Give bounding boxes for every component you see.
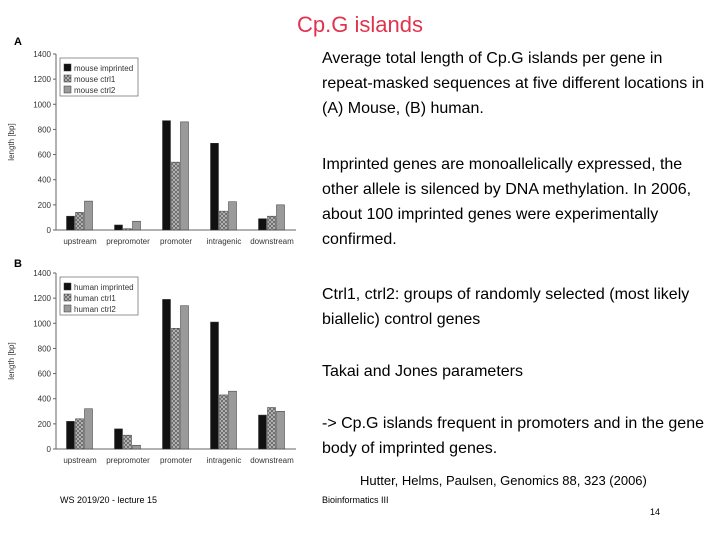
- bar-imprinted: [66, 215, 75, 231]
- text-takai-jones: Takai and Jones parameters: [322, 363, 523, 380]
- legend-label: mouse ctrl2: [74, 86, 116, 95]
- footer-course: Bioinformatics III: [322, 495, 389, 505]
- y-tick-label: 0: [47, 445, 52, 454]
- footer-lecture: WS 2019/20 - lecture 15: [60, 495, 158, 505]
- bar-imprinted: [114, 428, 123, 450]
- bar-imprinted: [114, 224, 123, 231]
- mouse-cpg-bar-chart: length [bp] 0 200 400 600 800 1000 1200 1400 upst…: [7, 50, 296, 246]
- y-tick-label: 800: [38, 125, 52, 134]
- y-tick-label: 400: [38, 176, 52, 185]
- text-conclusion: -> Cp.G islands frequent in promoters an…: [322, 415, 704, 457]
- legend-swatch: [63, 304, 72, 313]
- x-category-label: upstream: [63, 237, 97, 246]
- bar-imprinted: [162, 299, 171, 450]
- y-tick-label: 200: [38, 201, 52, 210]
- x-category-label: intragenic: [207, 456, 242, 465]
- bar-ctrl1: [171, 161, 180, 231]
- bar-ctrl1: [75, 212, 84, 231]
- y-tick-label: 1000: [33, 100, 51, 109]
- human-cpg-bar-chart: length [bp] 0 200 400 600 800 1000 1200 1400 upst…: [7, 269, 296, 465]
- panel-label-b: B: [14, 258, 22, 270]
- y-tick-label: 400: [38, 395, 52, 404]
- panel-label-a: A: [14, 36, 22, 48]
- bar-ctrl1: [219, 394, 228, 450]
- bar-ctrl2: [132, 220, 141, 231]
- y-tick-label: 200: [38, 420, 52, 429]
- y-axis-label: length [bp]: [7, 123, 16, 160]
- y-tick-label: 600: [38, 151, 52, 160]
- x-category-label: promoter: [160, 456, 192, 465]
- citation: Hutter, Helms, Paulsen, Genomics 88, 323…: [360, 473, 647, 488]
- y-tick-label: 800: [38, 344, 52, 353]
- legend-label: human imprinted: [74, 283, 134, 292]
- y-axis-label: length [bp]: [7, 342, 16, 379]
- text-control-genes: Ctrl1, ctrl2: groups of randomly selecte…: [322, 286, 690, 328]
- bar-ctrl2: [228, 201, 237, 231]
- x-category-label: intragenic: [207, 237, 242, 246]
- bar-imprinted: [258, 218, 267, 231]
- y-tick-label: 1200: [33, 294, 51, 303]
- legend-label: mouse ctrl1: [74, 75, 116, 84]
- bar-ctrl2: [180, 305, 189, 450]
- bar-ctrl2: [84, 200, 93, 231]
- bar-ctrl2: [132, 444, 141, 450]
- bar-ctrl1: [123, 228, 132, 231]
- x-category-label: prepromoter: [106, 456, 150, 465]
- legend-box: [59, 57, 139, 97]
- x-category-label: downstream: [250, 237, 294, 246]
- y-tick-label: 1400: [33, 50, 51, 59]
- bar-ctrl1: [75, 418, 84, 450]
- x-category-label: promoter: [160, 237, 192, 246]
- legend-swatch: [63, 74, 72, 83]
- bar-ctrl2: [276, 204, 285, 231]
- legend-box: [59, 276, 139, 316]
- text-imprinted-genes: Imprinted genes are monoallelically expr…: [322, 156, 692, 248]
- y-tick-label: 1400: [33, 269, 51, 278]
- legend-swatch: [63, 63, 72, 72]
- bar-ctrl1: [123, 434, 132, 450]
- bar-ctrl1: [219, 210, 228, 231]
- bar-ctrl2: [84, 408, 93, 450]
- x-category-label: upstream: [63, 456, 97, 465]
- legend-swatch: [63, 293, 72, 302]
- legend-label: mouse imprinted: [74, 64, 133, 73]
- bar-ctrl1: [267, 407, 276, 450]
- legend-label: human ctrl2: [74, 305, 116, 314]
- bar-imprinted: [162, 120, 171, 231]
- x-category-label: prepromoter: [106, 237, 150, 246]
- bar-ctrl2: [180, 121, 189, 231]
- y-tick-label: 600: [38, 370, 52, 379]
- text-cpg-average-length: Average total length of Cp.G islands per…: [322, 50, 705, 117]
- page-number: 14: [650, 507, 661, 517]
- x-category-label: downstream: [250, 456, 294, 465]
- y-tick-label: 1200: [33, 75, 51, 84]
- y-tick-label: 0: [47, 226, 52, 235]
- bar-imprinted: [66, 421, 75, 450]
- legend-swatch: [63, 282, 72, 291]
- legend-label: human ctrl1: [74, 294, 116, 303]
- bar-imprinted: [210, 321, 219, 450]
- slide-title: Cp.G islands: [297, 12, 423, 37]
- bar-ctrl2: [276, 411, 285, 450]
- y-tick-label: 1000: [33, 319, 51, 328]
- legend-swatch: [63, 85, 72, 94]
- bar-ctrl1: [171, 328, 180, 450]
- bar-ctrl2: [228, 390, 237, 450]
- bar-imprinted: [210, 143, 219, 231]
- bar-imprinted: [258, 414, 267, 450]
- bar-ctrl1: [267, 215, 276, 231]
